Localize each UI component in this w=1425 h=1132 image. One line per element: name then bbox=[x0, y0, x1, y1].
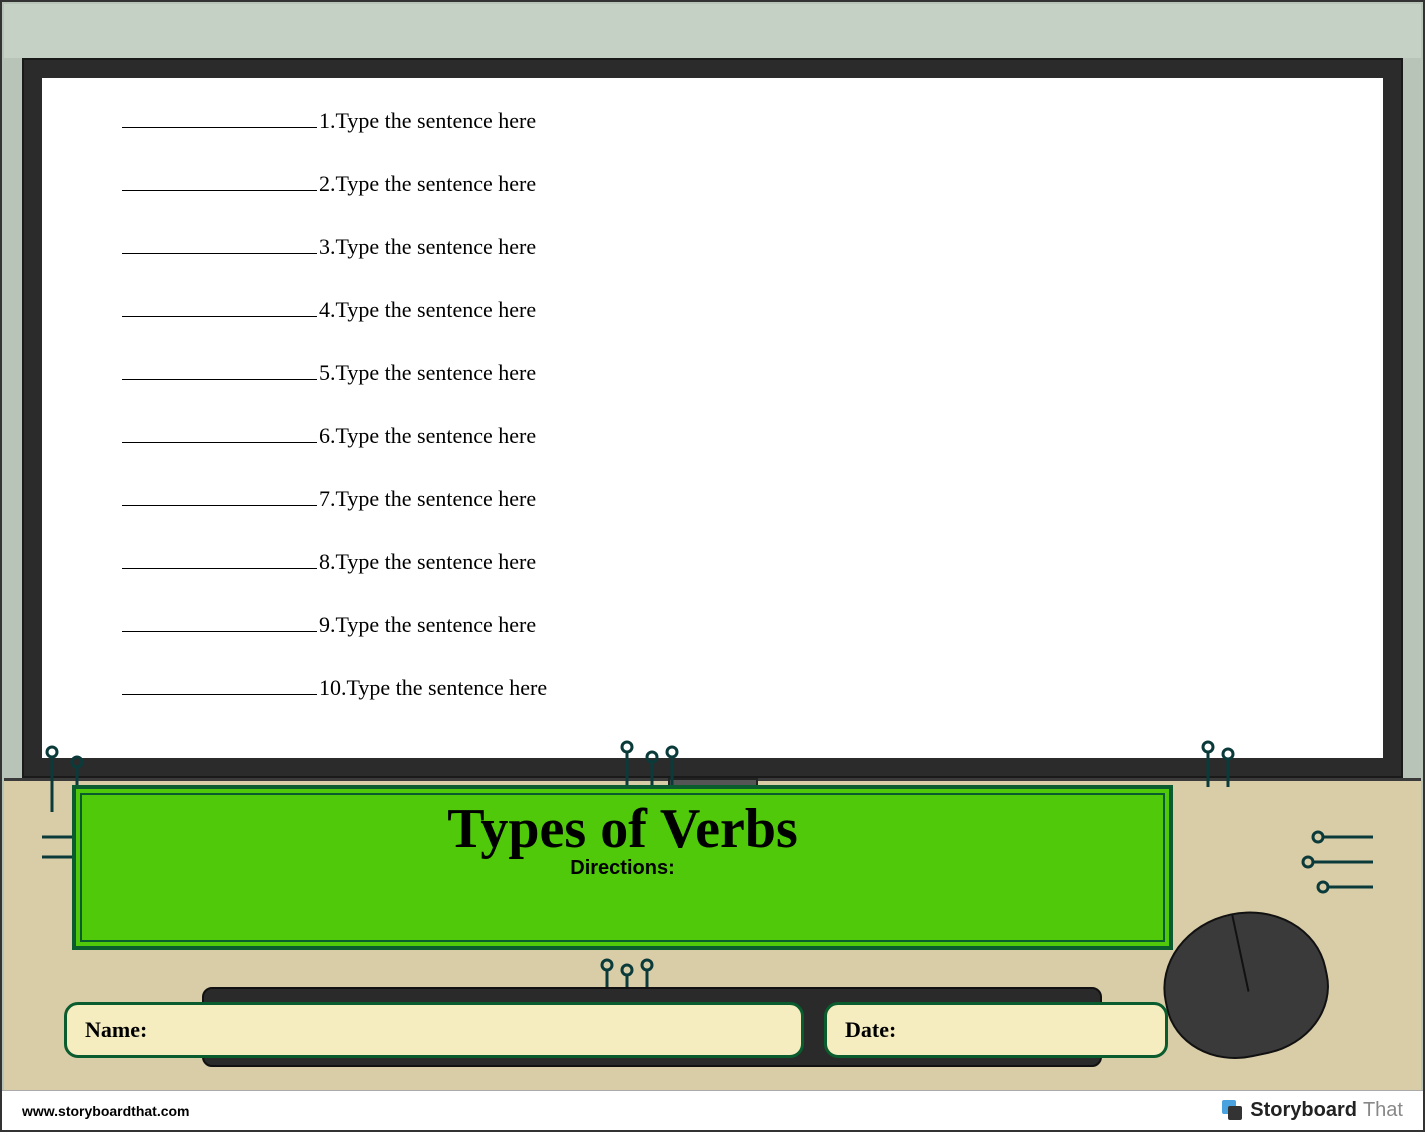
row-text: Type the sentence here bbox=[347, 675, 548, 701]
sentence-row[interactable]: 10. Type the sentence here bbox=[122, 675, 1343, 701]
worksheet-title: Types of Verbs bbox=[76, 797, 1169, 861]
name-date-row: Name: Date: bbox=[64, 1002, 1168, 1058]
row-number: 7. bbox=[319, 486, 336, 512]
row-number: 3. bbox=[319, 234, 336, 260]
date-label: Date: bbox=[845, 1017, 896, 1042]
row-number: 1. bbox=[319, 108, 336, 134]
row-text: Type the sentence here bbox=[336, 423, 537, 449]
answer-blank[interactable] bbox=[122, 442, 317, 443]
sentence-row[interactable]: 5. Type the sentence here bbox=[122, 360, 1343, 386]
row-number: 6. bbox=[319, 423, 336, 449]
row-number: 10. bbox=[319, 675, 347, 701]
sentence-row[interactable]: 8. Type the sentence here bbox=[122, 549, 1343, 575]
sentence-row[interactable]: 2. Type the sentence here bbox=[122, 171, 1343, 197]
row-text: Type the sentence here bbox=[336, 360, 537, 386]
row-number: 5. bbox=[319, 360, 336, 386]
directions-label: Directions: bbox=[76, 857, 1169, 880]
row-number: 8. bbox=[319, 549, 336, 575]
title-box[interactable]: Types of Verbs Directions: bbox=[72, 785, 1173, 950]
answer-blank[interactable] bbox=[122, 568, 317, 569]
sentence-row[interactable]: 6. Type the sentence here bbox=[122, 423, 1343, 449]
row-text: Type the sentence here bbox=[336, 549, 537, 575]
sentence-row[interactable]: 9. Type the sentence here bbox=[122, 612, 1343, 638]
footer-brand: Storyboard That bbox=[1222, 1099, 1403, 1122]
brand-text-thin: That bbox=[1363, 1099, 1403, 1122]
row-text: Type the sentence here bbox=[336, 612, 537, 638]
footer-url: www.storyboardthat.com bbox=[22, 1103, 190, 1119]
sentence-row[interactable]: 4. Type the sentence here bbox=[122, 297, 1343, 323]
row-text: Type the sentence here bbox=[336, 297, 537, 323]
circuit-decoration-icon bbox=[1193, 737, 1313, 797]
row-text: Type the sentence here bbox=[336, 108, 537, 134]
answer-blank[interactable] bbox=[122, 379, 317, 380]
sentence-list: 1. Type the sentence here2. Type the sen… bbox=[42, 78, 1383, 701]
sentence-row[interactable]: 3. Type the sentence here bbox=[122, 234, 1343, 260]
worksheet-frame: 1. Type the sentence here2. Type the sen… bbox=[0, 0, 1425, 1132]
answer-blank[interactable] bbox=[122, 190, 317, 191]
row-number: 2. bbox=[319, 171, 336, 197]
answer-blank[interactable] bbox=[122, 316, 317, 317]
sentence-row[interactable]: 7. Type the sentence here bbox=[122, 486, 1343, 512]
answer-blank[interactable] bbox=[122, 253, 317, 254]
name-label: Name: bbox=[85, 1017, 147, 1042]
footer: www.storyboardthat.com Storyboard That bbox=[2, 1090, 1423, 1130]
row-number: 9. bbox=[319, 612, 336, 638]
answer-blank[interactable] bbox=[122, 694, 317, 695]
brand-text-bold: Storyboard bbox=[1250, 1099, 1357, 1122]
monitor-screen: 1. Type the sentence here2. Type the sen… bbox=[42, 78, 1383, 758]
monitor-frame: 1. Type the sentence here2. Type the sen… bbox=[22, 58, 1403, 778]
date-field[interactable]: Date: bbox=[824, 1002, 1168, 1058]
name-field[interactable]: Name: bbox=[64, 1002, 804, 1058]
row-number: 4. bbox=[319, 297, 336, 323]
answer-blank[interactable] bbox=[122, 631, 317, 632]
storyboard-logo-icon bbox=[1222, 1100, 1244, 1122]
sentence-row[interactable]: 1. Type the sentence here bbox=[122, 108, 1343, 134]
answer-blank[interactable] bbox=[122, 505, 317, 506]
row-text: Type the sentence here bbox=[336, 171, 537, 197]
row-text: Type the sentence here bbox=[336, 234, 537, 260]
circuit-decoration-icon bbox=[1273, 817, 1383, 927]
top-bar bbox=[4, 4, 1421, 58]
answer-blank[interactable] bbox=[122, 127, 317, 128]
row-text: Type the sentence here bbox=[336, 486, 537, 512]
